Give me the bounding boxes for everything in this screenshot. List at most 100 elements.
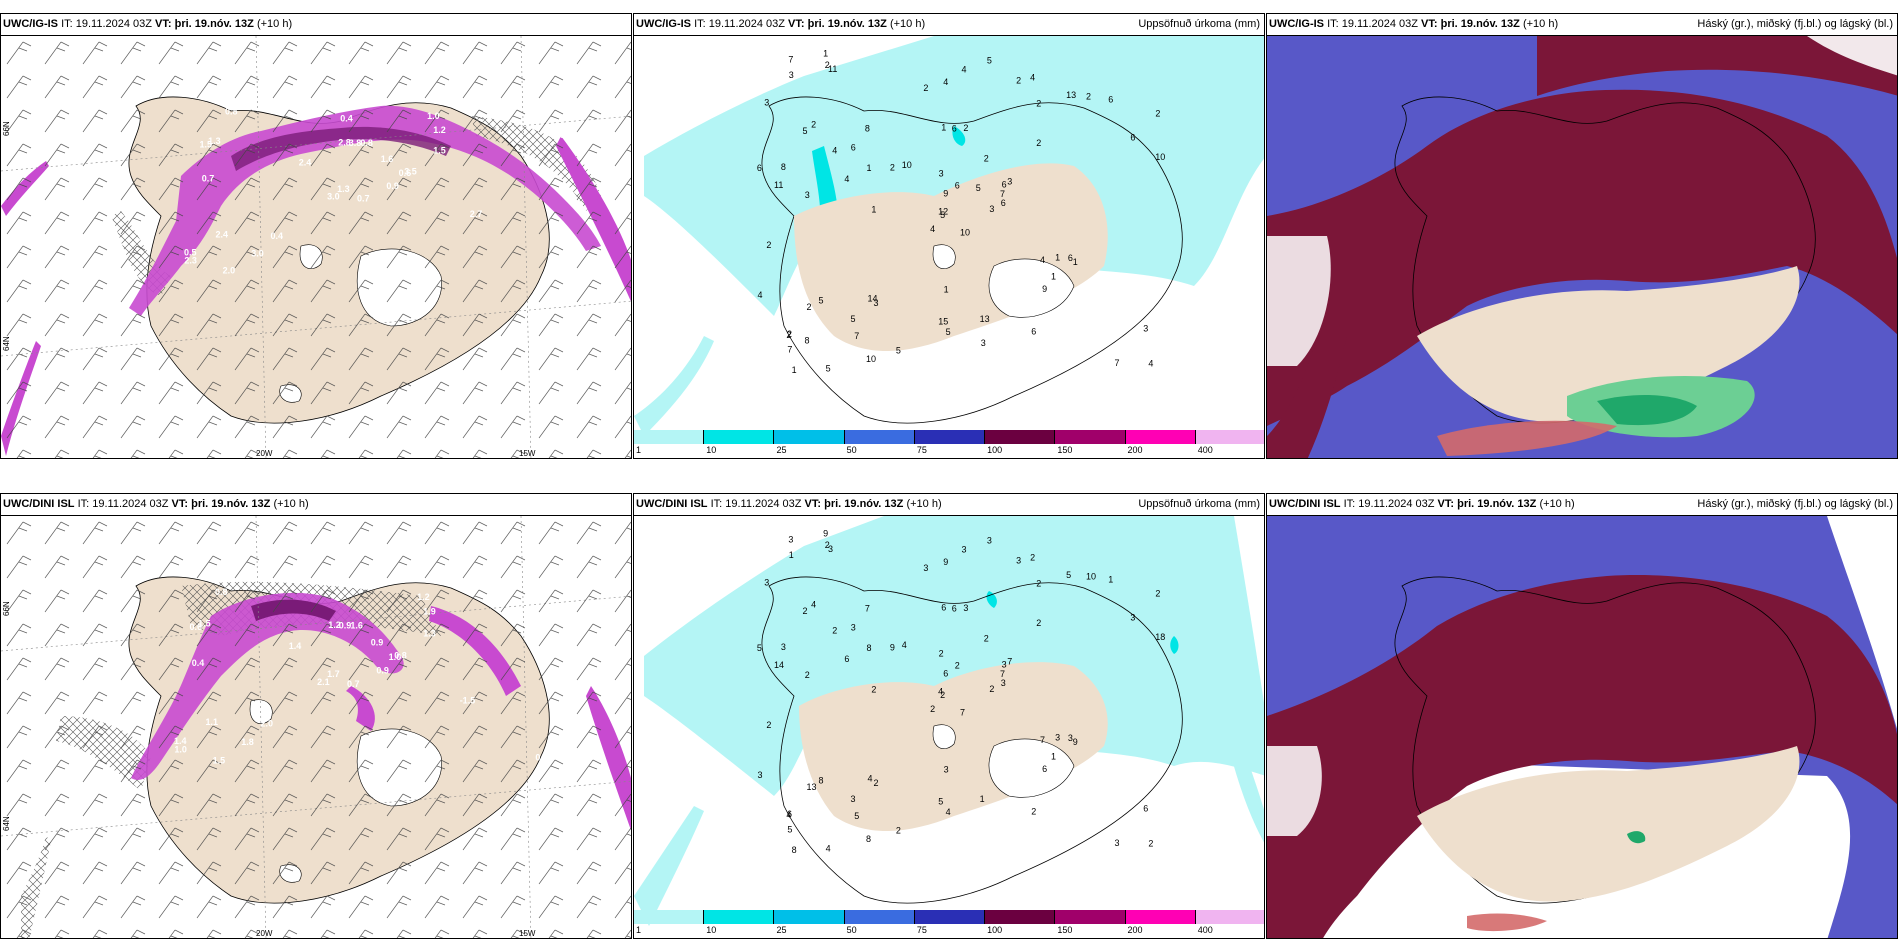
map-value-label: 1.5 bbox=[213, 755, 226, 765]
map-value-label: 4 bbox=[946, 807, 951, 817]
map-value-label: -1.5 bbox=[460, 696, 476, 706]
colorbar-segment bbox=[1055, 430, 1126, 444]
map-value-label: 2 bbox=[1031, 806, 1036, 816]
map-value-label: 13 bbox=[1066, 90, 1076, 100]
map-value-label: 2 bbox=[832, 625, 837, 635]
map-value-label: 6 bbox=[1068, 253, 1073, 263]
map-value-label: 5 bbox=[938, 796, 943, 806]
map-value-label: 4 bbox=[832, 145, 837, 155]
map-value-label: 2 bbox=[940, 690, 945, 700]
panel-header: UWC/DINI ISL IT: 19.11.2024 03Z VT: þri.… bbox=[0, 493, 632, 515]
colorbar-tick: 100 bbox=[987, 925, 1003, 935]
svg-text:20W: 20W bbox=[256, 929, 273, 938]
panel-precip-dini: UWC/DINI ISL IT: 19.11.2024 03Z VT: þri.… bbox=[633, 493, 1265, 939]
map-value-label: 4 bbox=[943, 77, 948, 87]
valid-time: þri. 19.nóv. 13Z bbox=[191, 498, 271, 510]
map-value-label: 3 bbox=[939, 169, 944, 179]
map-value-label: 1.2 bbox=[328, 620, 341, 630]
colorbar-segment bbox=[1125, 910, 1196, 924]
map-value-label: 7 bbox=[1000, 189, 1005, 199]
map-value-label: 2.4 bbox=[299, 158, 312, 168]
map-value-label: 3 bbox=[788, 535, 793, 545]
model-name: UWC/DINI ISL bbox=[3, 498, 75, 510]
valid-time: þri. 19.nóv. 13Z bbox=[807, 18, 887, 30]
svg-text:15W: 15W bbox=[519, 929, 536, 938]
map-value-label: 2 bbox=[1086, 92, 1091, 102]
map-value-label: 0.7 bbox=[202, 174, 215, 184]
map-value-label: 10 bbox=[960, 228, 970, 238]
map-value-label: 1.5 bbox=[433, 146, 446, 156]
map-value-label: 1 bbox=[1055, 253, 1060, 263]
map-value-label: 1.3 bbox=[337, 184, 350, 194]
panel-variable-title: Háský (gr.), miðský (fj.bl.) og lágský (… bbox=[1697, 498, 1893, 510]
map-value-label: 4 bbox=[962, 65, 967, 75]
map-value-label: 0.7 bbox=[357, 193, 370, 203]
map-value-label: 3 bbox=[828, 544, 833, 554]
cloud-map-svg bbox=[1267, 36, 1897, 458]
lat-label-66n: 66N bbox=[2, 121, 11, 136]
map-value-label: 0.9 bbox=[339, 621, 352, 631]
init-time: IT: 19.11.2024 03Z bbox=[1343, 498, 1435, 510]
map-value-label: 3 bbox=[789, 70, 794, 80]
colorbar: 1 10 25 50 75 100 150 200 400 bbox=[634, 430, 1264, 455]
map-value-label: 3 bbox=[874, 298, 879, 308]
map-value-label: 3 bbox=[989, 204, 994, 214]
map-value-label: 5 bbox=[803, 126, 808, 136]
colorbar-segment bbox=[1055, 910, 1126, 924]
map-value-label: 1.7 bbox=[327, 669, 340, 679]
colorbar-segment bbox=[844, 910, 915, 924]
map-value-label: 0.7 bbox=[347, 679, 360, 689]
colorbar-tick: 150 bbox=[1057, 445, 1073, 455]
valid-time: þri. 19.nóv. 13Z bbox=[1440, 18, 1520, 30]
panel-variable-title: Háský (gr.), miðský (fj.bl.) og lágský (… bbox=[1697, 18, 1893, 30]
map-value-label: 9 bbox=[1042, 284, 1047, 294]
svg-text:66N: 66N bbox=[2, 601, 11, 616]
map-value-label: 6 bbox=[757, 163, 762, 173]
init-time: IT: 19.11.2024 03Z bbox=[1327, 18, 1418, 30]
colorbar-tick: 400 bbox=[1197, 925, 1213, 935]
map-value-label: 8 bbox=[867, 643, 872, 653]
colorbar-tick: 100 bbox=[987, 445, 1003, 455]
map-value-label: 2 bbox=[871, 684, 876, 694]
map-value-label: 7 bbox=[788, 55, 793, 65]
map-value-label: 1.0 bbox=[174, 745, 187, 755]
map-value-label: 5 bbox=[987, 56, 992, 66]
map-value-label: 15 bbox=[938, 316, 948, 326]
clear-land bbox=[1417, 266, 1800, 422]
map-value-label: 2 bbox=[890, 162, 895, 172]
map-value-label: 6 bbox=[1108, 95, 1113, 105]
map-value-label: 0.6 bbox=[399, 168, 412, 178]
map-value-label: 3 bbox=[805, 190, 810, 200]
map-value-label: 2 bbox=[1036, 138, 1041, 148]
map-value-label: 4 bbox=[811, 600, 816, 610]
map-value-label: 1 bbox=[980, 794, 985, 804]
map-value-label: 1.6 bbox=[350, 620, 363, 630]
lead-time: (+10 h) bbox=[256, 18, 293, 30]
colorbar-tick: 50 bbox=[846, 445, 857, 455]
map-value-label: 2 bbox=[923, 83, 928, 93]
map-value-label: 11 bbox=[774, 180, 783, 190]
map-value-label: 9 bbox=[943, 557, 948, 567]
colorbar-tick: 150 bbox=[1057, 925, 1073, 935]
map-value-label: 2.3 bbox=[184, 256, 197, 266]
vt-label: VT: bbox=[788, 18, 805, 30]
colorbar-tick: 10 bbox=[706, 445, 717, 455]
colorbar-tick: 75 bbox=[916, 445, 927, 455]
map-value-label: 4 bbox=[902, 640, 907, 650]
lon-label-20w: 20W bbox=[256, 449, 273, 458]
wind-map-svg: 66N 64N 20W 15W 0.70.61.71.41.02.01.21.6… bbox=[1, 516, 631, 938]
colorbar-tick: 25 bbox=[776, 925, 787, 935]
map-value-label: 5 bbox=[976, 183, 981, 193]
map-value-label: 1 bbox=[1073, 257, 1078, 267]
map-value-label: 3 bbox=[1115, 838, 1120, 848]
map-value-label: 3.0 bbox=[327, 192, 340, 202]
map-value-label: 2 bbox=[896, 826, 901, 836]
map-value-label: 6 bbox=[1001, 198, 1006, 208]
vt-label: VT: bbox=[155, 18, 172, 30]
map-value-label: 0.5 bbox=[542, 612, 555, 622]
precip-area-sw bbox=[634, 336, 714, 436]
map-value-label: 7 bbox=[960, 708, 965, 718]
map-value-label: 5 bbox=[854, 811, 859, 821]
map-value-label: 2.8 bbox=[338, 138, 351, 148]
map-value-label: 2 bbox=[766, 240, 771, 250]
